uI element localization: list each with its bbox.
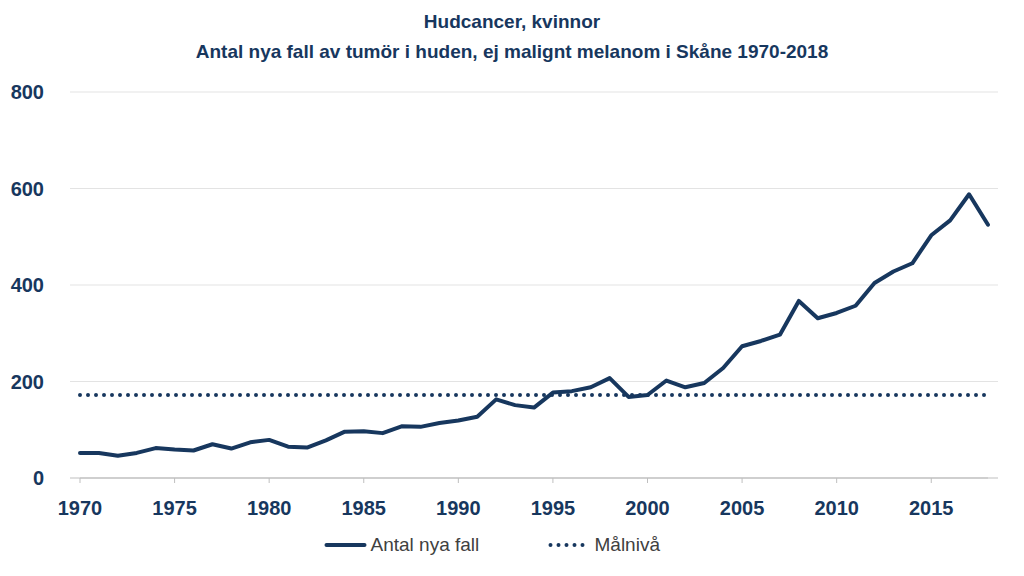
x-tick-label: 1985 bbox=[342, 497, 387, 519]
series-line bbox=[80, 194, 988, 456]
x-tick-label: 2015 bbox=[909, 497, 954, 519]
legend-swatch bbox=[327, 543, 365, 547]
x-tick-label: 2005 bbox=[720, 497, 765, 519]
grid-line bbox=[70, 188, 998, 189]
plot-area bbox=[80, 194, 988, 456]
x-tick bbox=[647, 478, 648, 483]
grid-line bbox=[70, 92, 998, 93]
legend-label: Målnivå bbox=[595, 534, 661, 555]
legend-swatch bbox=[551, 543, 589, 547]
y-tick-label: 800 bbox=[11, 81, 44, 103]
subtitle: Antal nya fall av tumör i huden, ej mali… bbox=[196, 41, 828, 62]
chart: Hudcancer, kvinnor Antal nya fall av tumö… bbox=[0, 0, 1024, 576]
title: Hudcancer, kvinnor bbox=[424, 11, 601, 32]
x-tick-label: 1990 bbox=[436, 497, 481, 519]
x-tick bbox=[552, 478, 553, 483]
chart-container: Hudcancer, kvinnor Antal nya fall av tumö… bbox=[0, 0, 1024, 576]
x-tick bbox=[836, 478, 837, 483]
x-tick bbox=[363, 478, 364, 483]
x-tick-label: 2010 bbox=[814, 497, 859, 519]
x-tick-label: 1970 bbox=[58, 497, 103, 519]
legend-label: Antal nya fall bbox=[371, 534, 480, 555]
x-tick bbox=[174, 478, 175, 483]
x-tick bbox=[931, 478, 932, 483]
x-tick bbox=[742, 478, 743, 483]
x-tick bbox=[269, 478, 270, 483]
y-tick-label: 0 bbox=[33, 467, 44, 489]
x-tick bbox=[458, 478, 459, 483]
y-tick-label: 600 bbox=[11, 178, 44, 200]
grid-line bbox=[70, 478, 998, 479]
x-axis-line bbox=[80, 478, 988, 479]
x-tick-label: 1980 bbox=[247, 497, 292, 519]
x-tick bbox=[80, 478, 81, 483]
x-tick-label: 2000 bbox=[625, 497, 670, 519]
legend: Antal nya fall Målnivå bbox=[327, 534, 661, 555]
grid-line bbox=[70, 381, 998, 382]
x-tick-label: 1995 bbox=[531, 497, 576, 519]
series-line bbox=[80, 393, 988, 397]
x-tick-label: 1975 bbox=[152, 497, 197, 519]
grid-line bbox=[70, 285, 998, 286]
y-tick-label: 200 bbox=[11, 371, 44, 393]
y-tick-label: 400 bbox=[11, 274, 44, 296]
